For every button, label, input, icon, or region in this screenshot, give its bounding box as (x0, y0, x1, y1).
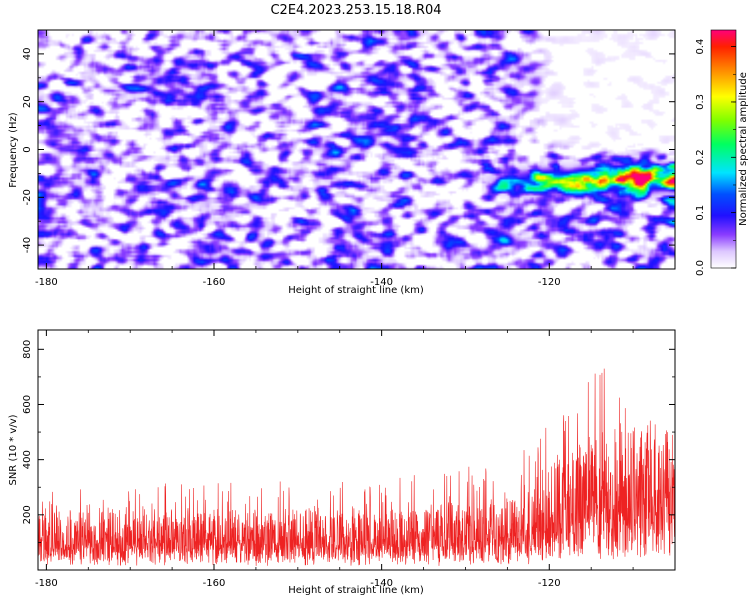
snr-panel: -180 -160 -140 -120 200 400 600 800 Height of … (8, 329, 676, 596)
snr-x-label: Height of straight line (km) (288, 585, 424, 596)
snr-x-ticks: -180 -160 -140 -120 (35, 330, 676, 589)
y-tick-label: 600 (22, 395, 33, 414)
y-tick-label: 20 (22, 95, 33, 108)
snr-series-line (38, 368, 675, 567)
y-tick-label: 400 (22, 450, 33, 469)
colorbar-ticks: 0.0 0.1 0.2 0.3 0.4 (695, 39, 736, 276)
x-tick-label: -140 (370, 277, 393, 288)
spectrogram-x-label: Height of straight line (km) (288, 285, 424, 296)
y-tick-label: 200 (22, 505, 33, 524)
y-tick-label: 40 (22, 48, 33, 61)
spectrogram-panel: -180 -160 -140 -120 -40 -20 0 20 40 Height of s… (8, 29, 676, 296)
colorbar-label: Normalized spectral amplitude (738, 72, 749, 226)
colorbar-tick-label: 0.1 (695, 205, 706, 221)
spectrogram-y-ticks: -40 -20 0 20 40 (22, 29, 675, 270)
colorbar-tick-label: 0.2 (695, 149, 706, 165)
colorbar-tick-label: 0.0 (695, 260, 706, 276)
x-tick-label: -180 (35, 578, 58, 589)
x-tick-label: -120 (538, 277, 561, 288)
colorbar: 0.0 0.1 0.2 0.3 0.4 Normalized spectral ampl… (695, 29, 749, 276)
x-tick-label: -140 (370, 578, 393, 589)
x-tick-label: -120 (538, 578, 561, 589)
y-tick-label: -40 (22, 237, 33, 253)
colorbar-tick-label: 0.4 (695, 39, 706, 55)
figure-title: C2E4.2023.253.15.18.R04 (270, 3, 441, 18)
colorbar-tick-label: 0.3 (695, 94, 706, 110)
y-tick-label: 800 (22, 340, 33, 359)
colorbar-scale (710, 29, 737, 269)
snr-y-ticks: 200 400 600 800 (22, 340, 675, 571)
y-tick-label: 0 (22, 146, 33, 152)
x-tick-label: -180 (35, 277, 58, 288)
y-tick-label: -20 (22, 189, 33, 205)
snr-y-label: SNR (10 * v/v) (8, 414, 19, 485)
spectrogram-x-ticks: -180 -160 -140 -120 (35, 30, 676, 288)
x-tick-label: -160 (203, 277, 226, 288)
x-tick-label: -160 (203, 578, 226, 589)
spectrogram-y-label: Frequency (Hz) (8, 112, 19, 188)
spectrogram-heatmap (38, 30, 675, 269)
snr-frame (37, 329, 676, 571)
